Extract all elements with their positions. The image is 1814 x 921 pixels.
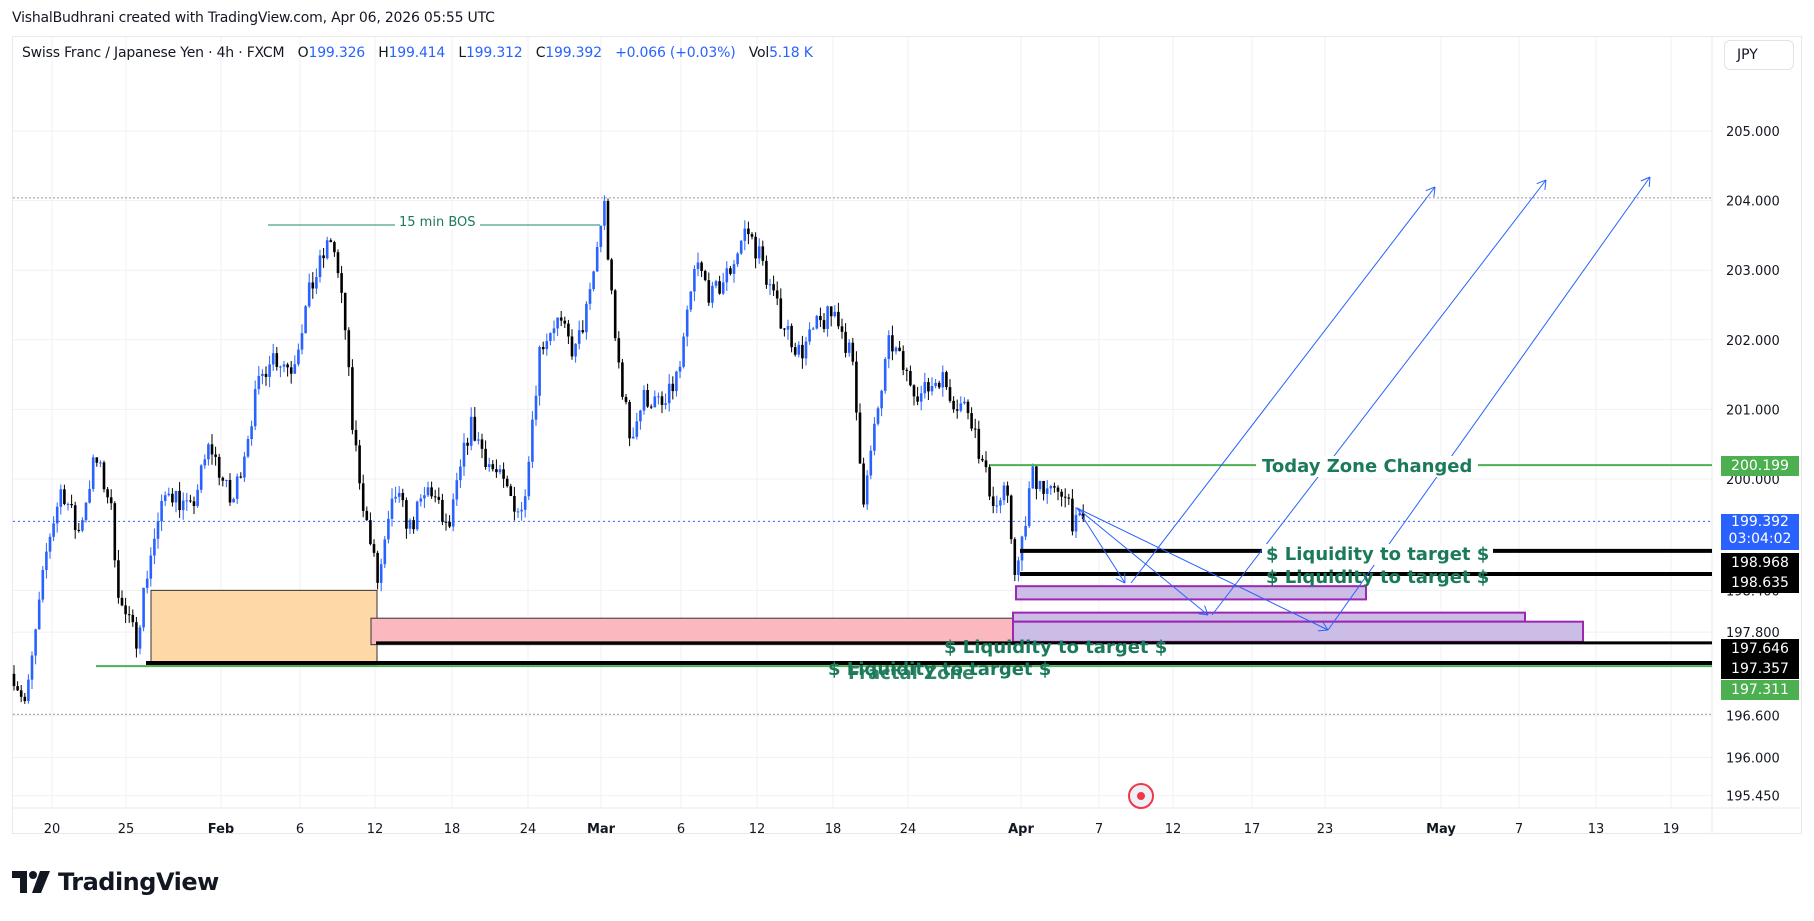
price-tick: 205.000 <box>1726 125 1780 140</box>
time-tick: 18 <box>444 822 461 837</box>
liquidity-label-4[interactable]: $ Liquidity to target $ <box>828 659 1052 680</box>
liquidity-price-tag-4: 197.357 <box>1721 659 1799 679</box>
bar-countdown: 03:04:02 <box>1728 531 1792 547</box>
today-zone-price-tag: 200.199 <box>1721 456 1799 476</box>
last-price-tag: 199.392 03:04:02 <box>1721 514 1799 550</box>
chart-credit: VishalBudhrani created with TradingView.… <box>12 10 495 26</box>
time-tick: 18 <box>825 822 842 837</box>
tradingview-logo-icon <box>12 871 50 893</box>
price-tick: 204.000 <box>1726 195 1780 210</box>
liquidity-label-3[interactable]: $ Liquidity to target $ <box>944 637 1168 658</box>
volume-label: Vol <box>748 45 770 61</box>
price-tick: 196.600 <box>1726 710 1780 725</box>
time-tick: 7 <box>1515 822 1523 837</box>
fractal-zone-label[interactable]: Fractal Zone <box>848 663 975 684</box>
high-value: 199.414 <box>388 45 446 61</box>
time-tick: Apr <box>1008 822 1034 837</box>
change-value: +0.066 (+0.03%) <box>615 45 736 61</box>
liquidity-price-tag-1: 198.968 <box>1721 553 1799 573</box>
price-tick: 201.000 <box>1726 403 1780 418</box>
time-tick: Mar <box>587 822 616 837</box>
close-label: C <box>535 45 546 61</box>
logo-text: TradingView <box>58 868 219 896</box>
price-tick: 197.800 <box>1726 626 1780 641</box>
currency-button[interactable]: JPY <box>1724 40 1794 70</box>
time-axis-labels: 20 25 Feb 6 12 18 24 Mar 6 12 18 24 Apr 7 12 17 23 May 7 13… <box>44 822 1680 837</box>
time-tick: 25 <box>118 822 135 837</box>
liquidity-label-2[interactable]: $ Liquidity to target $ <box>1266 567 1490 588</box>
price-tick: 195.450 <box>1726 790 1780 805</box>
price-tick: 196.000 <box>1726 751 1780 766</box>
liquidity-label-1[interactable]: $ Liquidity to target $ <box>1262 544 1494 565</box>
tradingview-logo[interactable]: TradingView <box>12 868 219 896</box>
time-tick: 24 <box>900 822 917 837</box>
price-tick: 203.000 <box>1726 264 1780 279</box>
price-tick: 202.000 <box>1726 334 1780 349</box>
time-tick: 12 <box>749 822 766 837</box>
time-tick: 23 <box>1317 822 1334 837</box>
time-tick: Feb <box>208 822 234 837</box>
grid-lines <box>13 37 1800 833</box>
chart-legend: Swiss Franc / Japanese Yen · 4h · FXCM O… <box>22 45 822 61</box>
last-price: 199.392 <box>1731 514 1789 530</box>
today-zone-label[interactable]: Today Zone Changed <box>1256 456 1479 477</box>
time-tick: 20 <box>44 822 61 837</box>
price-tick: 200.000 <box>1726 473 1780 488</box>
bos-label[interactable]: 15 min BOS <box>395 215 480 230</box>
time-tick: 19 <box>1663 822 1680 837</box>
symbol-title[interactable]: Swiss Franc / Japanese Yen · 4h · FXCM <box>22 45 285 61</box>
time-tick: May <box>1426 822 1456 837</box>
time-tick: 6 <box>677 822 685 837</box>
liquidity-price-tag-2: 198.635 <box>1721 573 1799 593</box>
chart-frame <box>12 36 1802 834</box>
time-tick: 13 <box>1588 822 1605 837</box>
event-target-icon[interactable] <box>1128 783 1154 809</box>
time-tick: 7 <box>1095 822 1103 837</box>
volume-value: 5.18 K <box>769 45 813 61</box>
time-tick: 17 <box>1244 822 1261 837</box>
liquidity-price-tag-3: 197.646 <box>1721 639 1799 659</box>
time-tick: 24 <box>520 822 537 837</box>
high-label: H <box>378 45 389 61</box>
candles <box>12 195 1085 704</box>
zones <box>150 585 1584 666</box>
open-label: O <box>297 45 309 61</box>
fractal-price-tag: 197.311 <box>1721 680 1799 700</box>
close-value: 199.392 <box>545 45 602 61</box>
time-tick: 12 <box>1165 822 1182 837</box>
time-tick: 12 <box>367 822 384 837</box>
low-value: 199.312 <box>465 45 523 61</box>
low-label: L <box>458 45 466 61</box>
annotation-lines <box>96 224 1712 668</box>
open-value: 199.326 <box>308 45 365 61</box>
time-tick: 6 <box>296 822 304 837</box>
